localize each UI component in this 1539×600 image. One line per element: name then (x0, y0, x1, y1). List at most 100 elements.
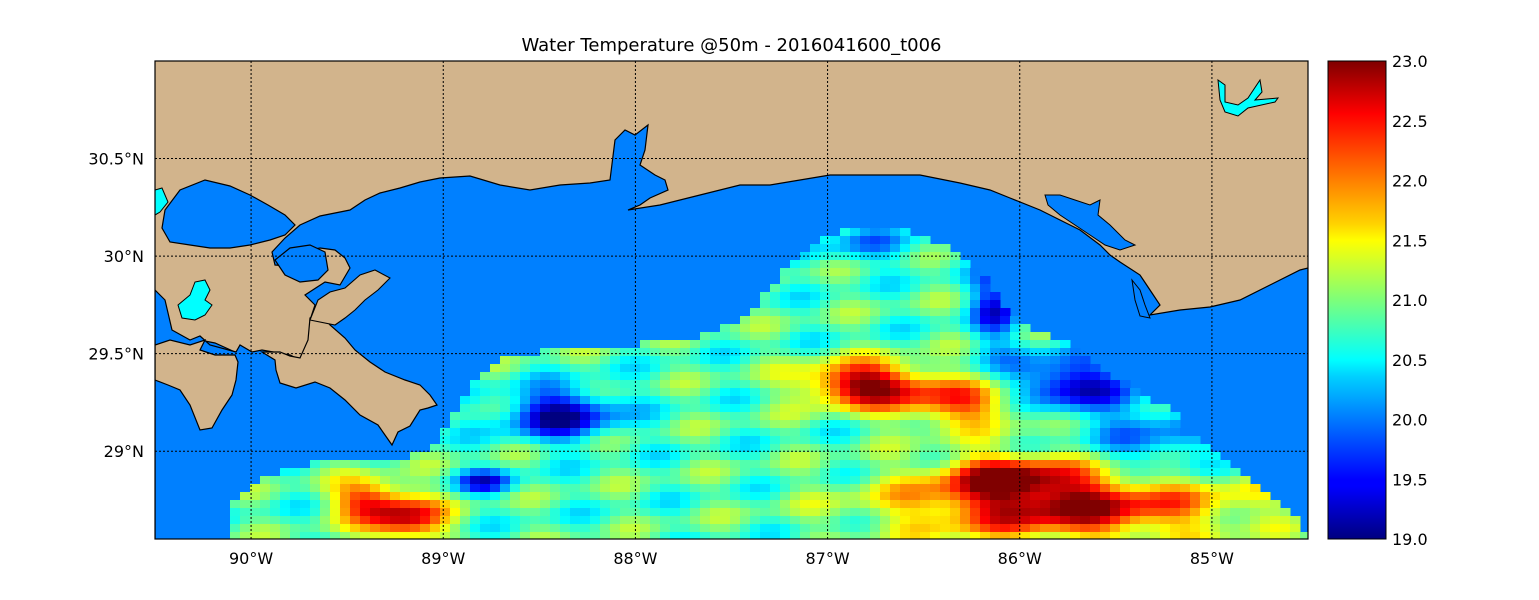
temperature-cell (940, 332, 951, 341)
temperature-cell (480, 404, 491, 413)
temperature-cell (1140, 476, 1151, 485)
temperature-cell (1030, 404, 1041, 413)
temperature-cell (990, 316, 1001, 325)
temperature-cell (910, 404, 921, 413)
temperature-cell (960, 484, 971, 493)
temperature-cell (930, 532, 941, 539)
temperature-cell (610, 460, 621, 469)
temperature-cell (850, 388, 861, 397)
temperature-cell (400, 532, 411, 539)
y-tick-label: 29°N (104, 442, 144, 461)
temperature-cell (310, 460, 321, 469)
temperature-cell (610, 412, 621, 421)
temperature-cell (420, 484, 431, 493)
temperature-cell (840, 492, 851, 501)
temperature-cell (790, 260, 801, 269)
temperature-cell (440, 508, 451, 517)
temperature-cell (810, 396, 821, 405)
temperature-cell (520, 468, 531, 477)
temperature-cell (1010, 476, 1021, 485)
temperature-cell (410, 516, 421, 525)
temperature-cell (700, 428, 711, 437)
temperature-cell (340, 476, 351, 485)
temperature-cell (260, 524, 271, 533)
temperature-cell (860, 500, 871, 509)
temperature-cell (770, 356, 781, 365)
temperature-cell (700, 420, 711, 429)
temperature-cell (870, 324, 881, 333)
temperature-cell (660, 412, 671, 421)
temperature-cell (730, 460, 741, 469)
temperature-cell (780, 388, 791, 397)
temperature-cell (1110, 492, 1121, 501)
temperature-cell (1120, 428, 1131, 437)
temperature-cell (890, 532, 901, 539)
temperature-cell (650, 492, 661, 501)
temperature-cell (620, 380, 631, 389)
temperature-cell (1080, 356, 1091, 365)
temperature-cell (970, 332, 981, 341)
temperature-cell (860, 436, 871, 445)
temperature-cell (730, 492, 741, 501)
temperature-cell (710, 460, 721, 469)
temperature-cell (880, 404, 891, 413)
temperature-cell (960, 332, 971, 341)
temperature-cell (480, 508, 491, 517)
temperature-cell (940, 404, 951, 413)
temperature-cell (910, 452, 921, 461)
temperature-cell (1060, 436, 1071, 445)
temperature-cell (840, 484, 851, 493)
temperature-cell (530, 380, 541, 389)
temperature-cell (750, 308, 761, 317)
temperature-cell (550, 444, 561, 453)
temperature-cell (1030, 380, 1041, 389)
temperature-cell (710, 396, 721, 405)
temperature-cell (780, 460, 791, 469)
temperature-cell (560, 508, 571, 517)
temperature-cell (700, 516, 711, 525)
temperature-cell (620, 492, 631, 501)
temperature-cell (930, 524, 941, 533)
temperature-cell (630, 460, 641, 469)
temperature-cell (1050, 444, 1061, 453)
temperature-cell (650, 476, 661, 485)
temperature-cell (540, 532, 551, 539)
temperature-cell (380, 492, 391, 501)
temperature-cell (690, 428, 701, 437)
temperature-cell (1240, 492, 1251, 501)
temperature-cell (1000, 484, 1011, 493)
temperature-cell (1060, 396, 1071, 405)
temperature-cell (280, 492, 291, 501)
temperature-cell (430, 500, 441, 509)
temperature-cell (1060, 412, 1071, 421)
temperature-cell (700, 348, 711, 357)
temperature-cell (420, 508, 431, 517)
temperature-cell (510, 420, 521, 429)
temperature-cell (770, 316, 781, 325)
temperature-cell (840, 444, 851, 453)
temperature-cell (290, 500, 301, 509)
temperature-cell (1250, 508, 1261, 517)
temperature-cell (1160, 508, 1171, 517)
temperature-cell (1170, 460, 1181, 469)
temperature-cell (1140, 428, 1151, 437)
temperature-cell (970, 380, 981, 389)
temperature-cell (430, 532, 441, 539)
temperature-cell (730, 372, 741, 381)
temperature-cell (990, 468, 1001, 477)
temperature-cell (610, 492, 621, 501)
temperature-cell (530, 388, 541, 397)
temperature-cell (930, 364, 941, 373)
temperature-cell (400, 508, 411, 517)
temperature-cell (430, 484, 441, 493)
temperature-cell (780, 508, 791, 517)
temperature-cell (620, 412, 631, 421)
temperature-cell (1210, 468, 1221, 477)
temperature-cell (700, 460, 711, 469)
temperature-cell (1110, 420, 1121, 429)
temperature-cell (1090, 380, 1101, 389)
temperature-cell (1200, 532, 1211, 539)
temperature-cell (810, 492, 821, 501)
temperature-cell (570, 452, 581, 461)
temperature-cell (1210, 516, 1221, 525)
